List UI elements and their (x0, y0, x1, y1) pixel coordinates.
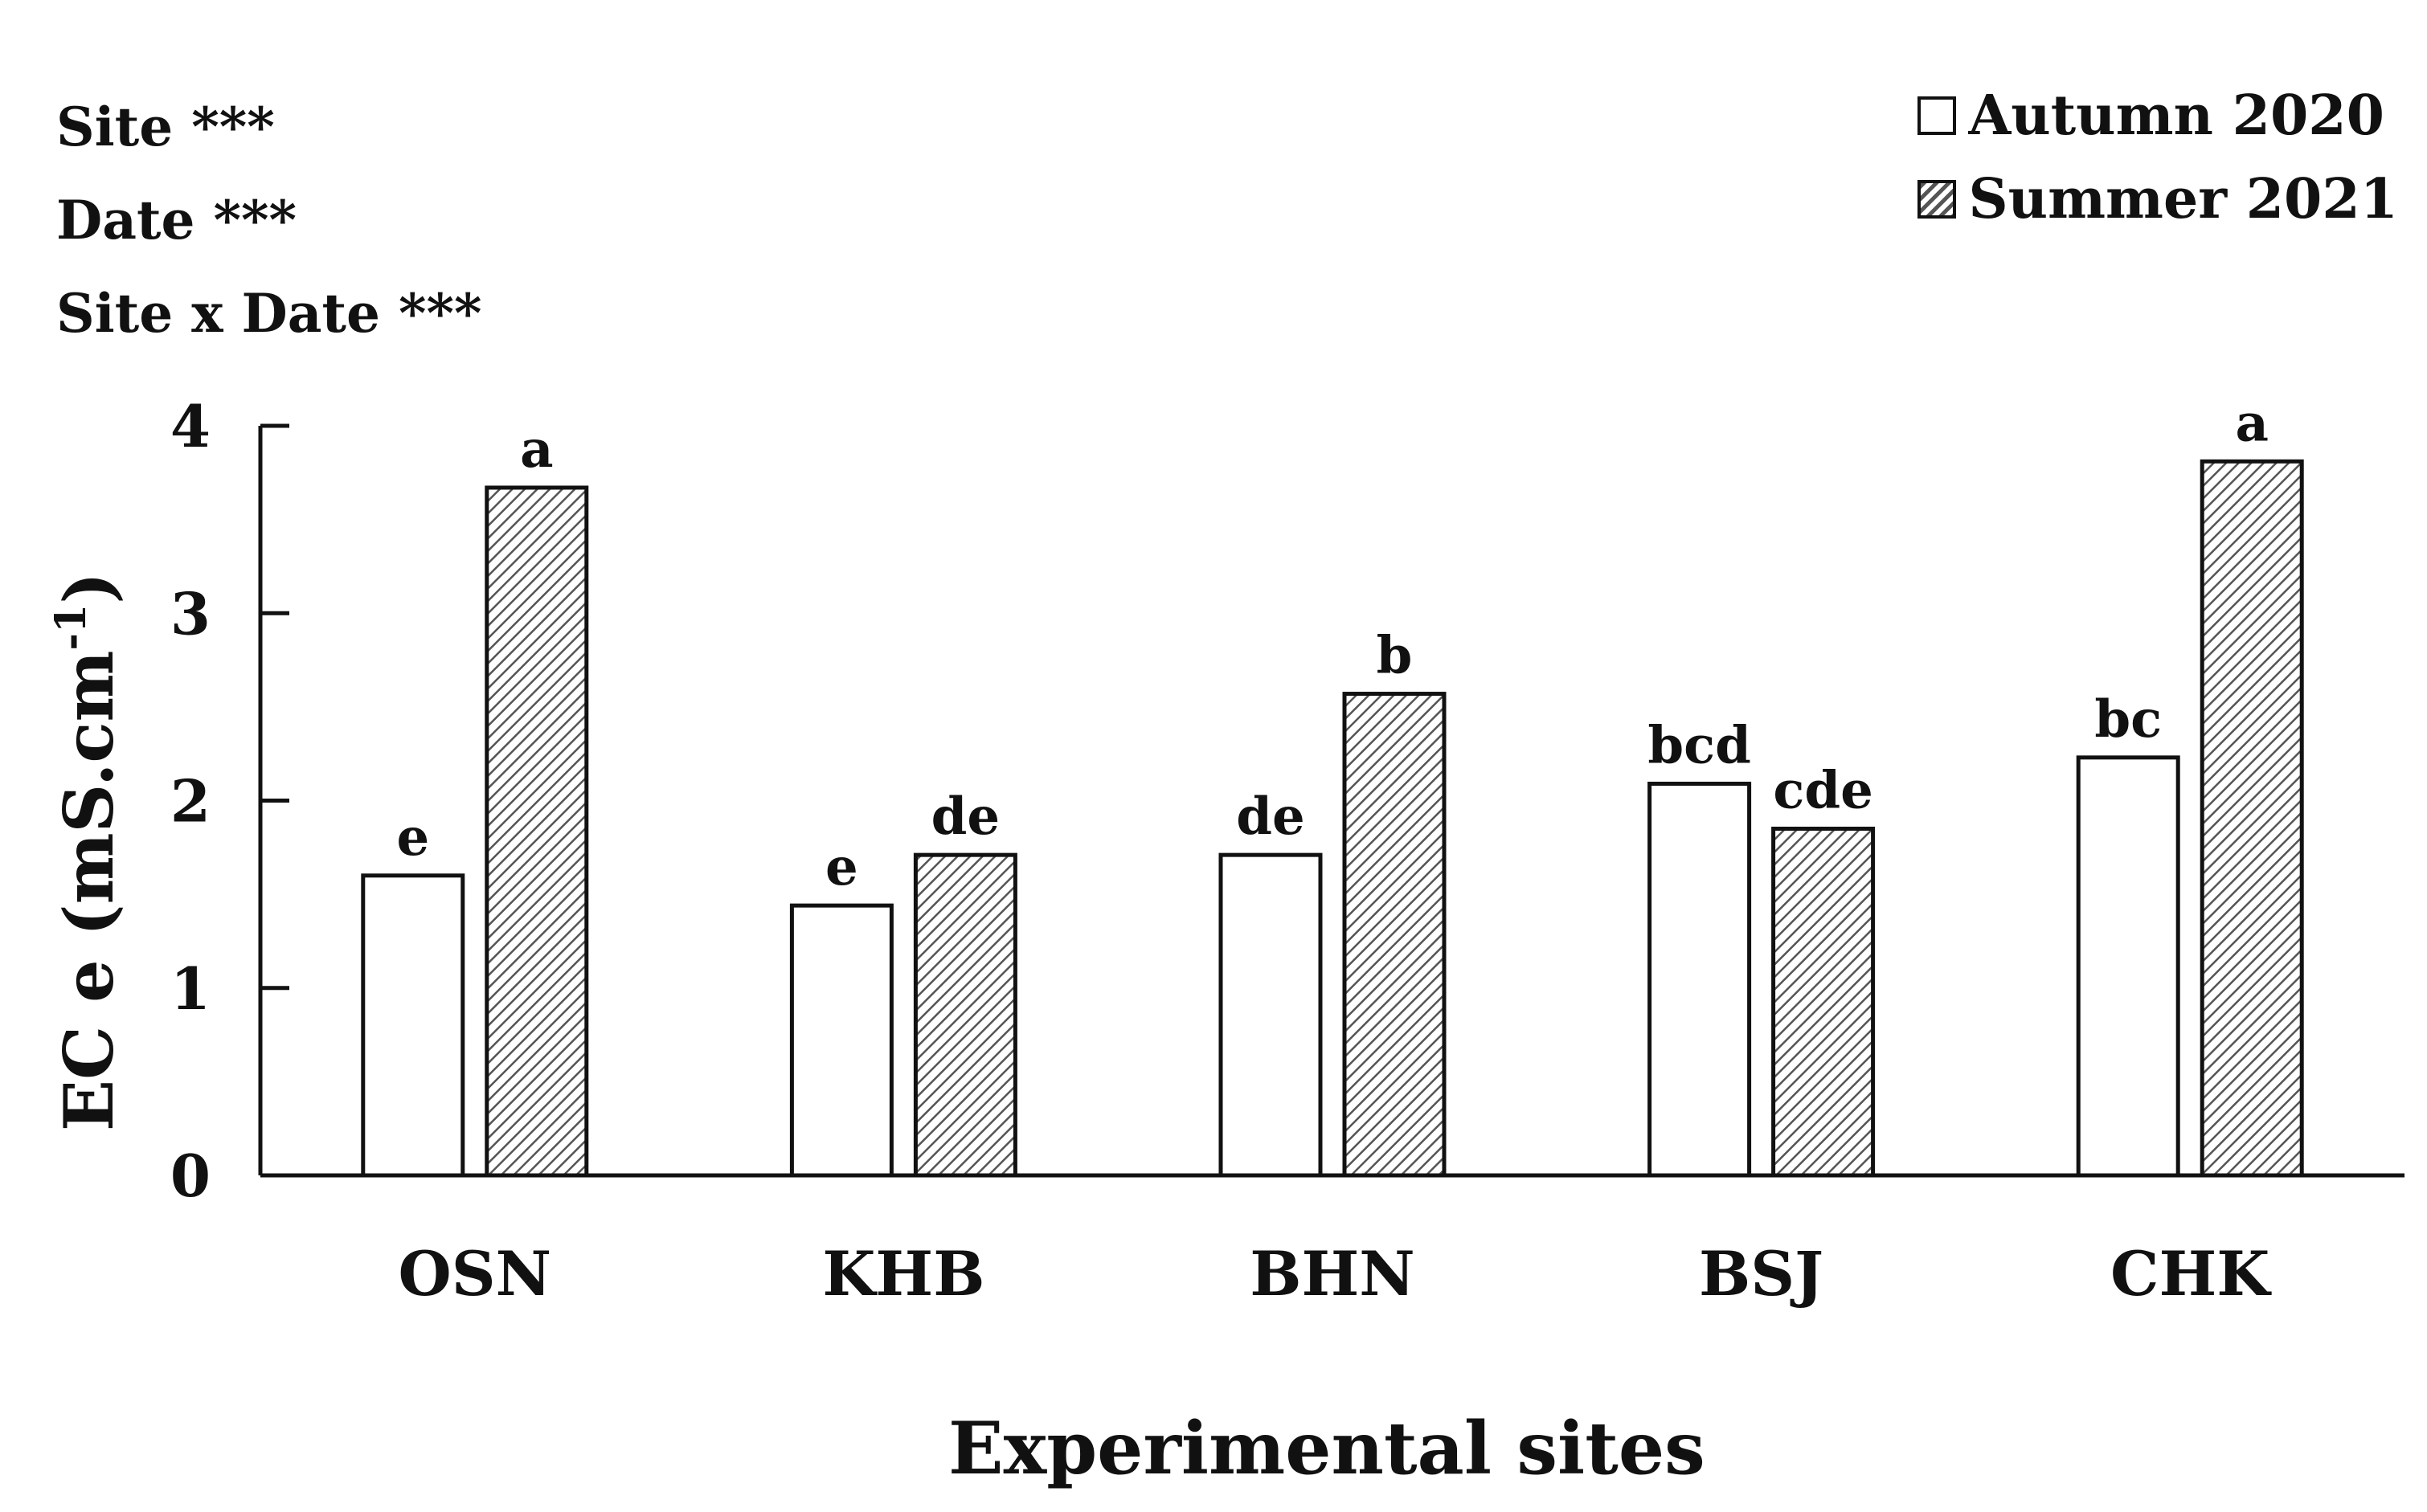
x-tick-label: CHK (2110, 1238, 2272, 1310)
y-tick-label: 0 (170, 1142, 211, 1210)
axes: 0 1 2 3 4 OSN KHB BHN BSJ CHK (170, 392, 2404, 1310)
bar-khb-autumn-2020 (789, 903, 894, 1178)
y-tick-label: 4 (170, 392, 211, 460)
bar-bhn-autumn-2020 (1218, 852, 1323, 1178)
x-tick-label: OSN (399, 1238, 552, 1310)
bar-chk-autumn-2020 (2076, 755, 2180, 1178)
bar-bhn-summer-2021 (1342, 692, 1447, 1178)
bar-letter: a (2235, 393, 2268, 453)
x-tick-label: BSJ (1699, 1238, 1823, 1310)
bar-letter: bcd (1647, 716, 1750, 776)
significance-annotations: Site *** Date *** Site x Date *** (56, 80, 482, 360)
bar-letter: de (1236, 787, 1304, 847)
y-tick-label: 3 (170, 579, 211, 648)
site-significance: Site *** (56, 96, 275, 158)
legend-swatch-hatched (1917, 180, 1956, 219)
bar-letter: e (825, 837, 858, 897)
bar-chk-summer-2021 (2200, 459, 2304, 1178)
bar-letter: b (1377, 626, 1413, 686)
legend: Autumn 2020 Summer 2021 (1917, 74, 2398, 241)
bar-khb-summer-2021 (913, 852, 1017, 1178)
interaction-significance: Site x Date *** (56, 282, 482, 345)
bar-bsj-autumn-2020 (1647, 782, 1752, 1178)
bar-letter: e (396, 807, 429, 868)
bar-osn-summer-2021 (485, 485, 589, 1178)
legend-item-summer-2021: Summer 2021 (1917, 157, 2398, 241)
legend-label: Summer 2021 (1968, 167, 2398, 231)
legend-swatch-open (1917, 96, 1956, 135)
x-tick-label: BHN (1250, 1238, 1415, 1310)
date-significance: Date *** (56, 189, 297, 251)
bar-letter: cde (1773, 760, 1872, 820)
bar-bsj-summer-2021 (1771, 826, 1876, 1178)
legend-label: Autumn 2020 (1968, 84, 2384, 148)
bar-letter: de (931, 787, 1000, 847)
y-tick-label: 2 (170, 767, 211, 836)
y-axis-label: EC e (mS.cm-1) (47, 572, 129, 1131)
x-axis-title: Experimental sites (948, 1406, 1705, 1491)
legend-item-autumn-2020: Autumn 2020 (1917, 74, 2398, 157)
y-tick-label: 1 (170, 954, 211, 1023)
bar-osn-autumn-2020 (361, 873, 465, 1178)
x-tick-label: KHB (822, 1238, 984, 1310)
bar-letter: a (520, 419, 553, 480)
bars (361, 459, 2304, 1178)
bar-letter: bc (2094, 689, 2162, 750)
